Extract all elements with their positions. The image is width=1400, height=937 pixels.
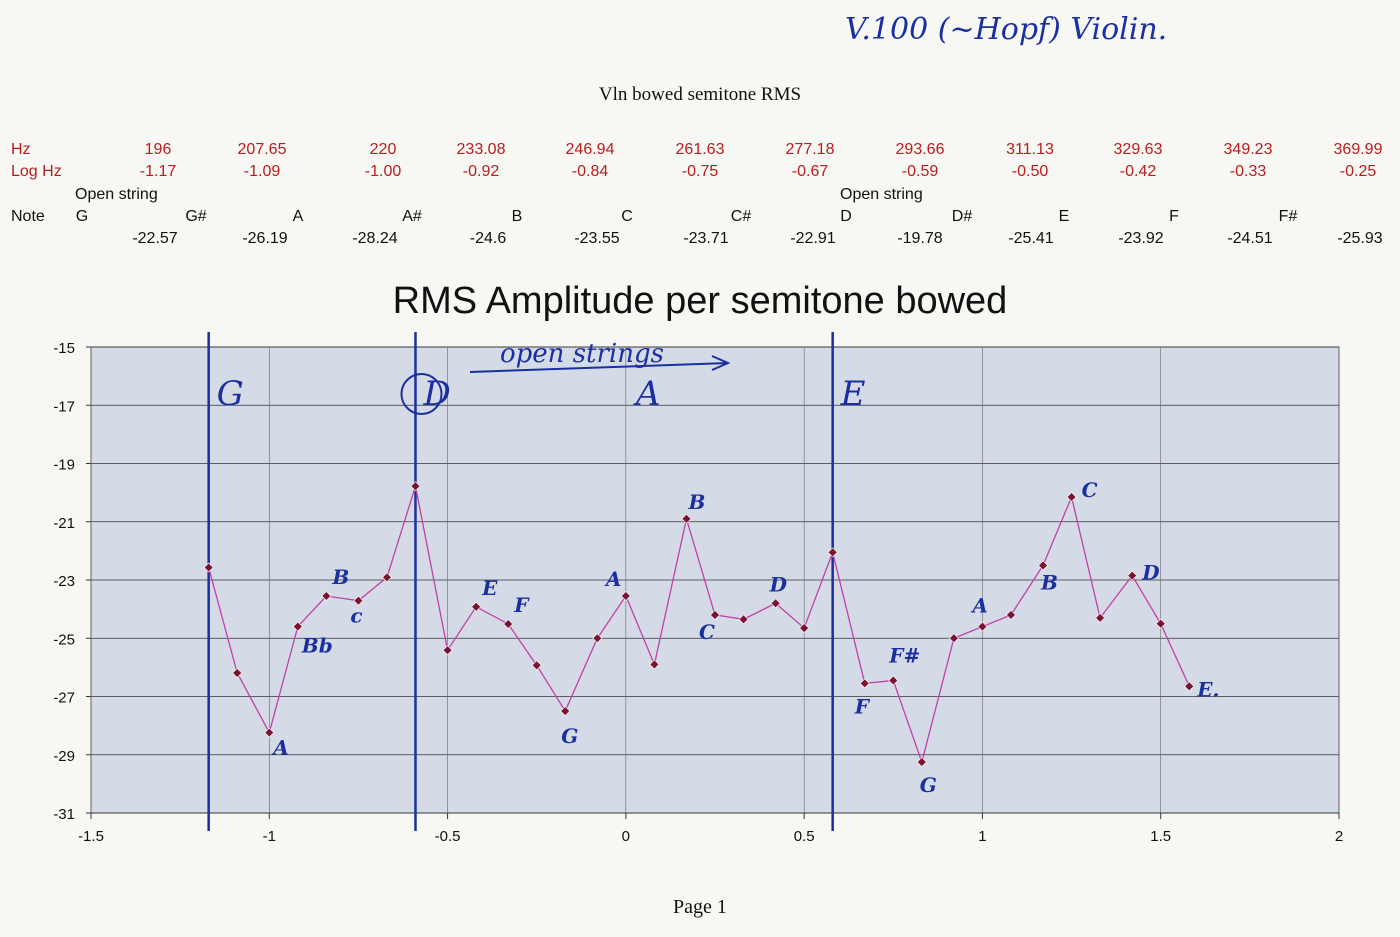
x-tick-label: -1.5 bbox=[78, 828, 104, 845]
x-tick-label: 1 bbox=[978, 828, 986, 845]
x-tick-label: 2 bbox=[1335, 828, 1343, 845]
note-annotation: c bbox=[350, 604, 362, 628]
y-tick-label: -25 bbox=[53, 631, 75, 648]
x-tick-label: 1.5 bbox=[1150, 828, 1171, 845]
y-tick-label: -17 bbox=[53, 398, 75, 415]
open-string-label: E bbox=[840, 374, 866, 414]
note-annotation: G bbox=[920, 773, 937, 797]
y-tick-label: -21 bbox=[53, 515, 75, 532]
x-tick-label: -1 bbox=[263, 828, 276, 845]
x-tick-label: 0.5 bbox=[794, 828, 815, 845]
note-annotation: F# bbox=[888, 643, 920, 667]
note-annotation: C bbox=[699, 620, 715, 644]
note-annotation: F bbox=[854, 694, 871, 718]
x-tick-label: 0 bbox=[622, 828, 630, 845]
open-string-label: A bbox=[633, 374, 661, 414]
note-annotation: G bbox=[561, 724, 578, 748]
note-annotation: E bbox=[481, 576, 498, 600]
note-annotation: A bbox=[604, 567, 622, 591]
y-tick-label: -27 bbox=[53, 690, 75, 707]
y-tick-label: -29 bbox=[53, 748, 75, 765]
note-annotation: B bbox=[331, 565, 349, 589]
note-annotation: E. bbox=[1196, 677, 1219, 701]
note-annotation: Bb bbox=[301, 634, 333, 658]
open-string-label: G bbox=[217, 374, 244, 414]
x-tick-label: -0.5 bbox=[435, 828, 461, 845]
y-tick-label: -23 bbox=[53, 573, 75, 590]
page-footer: Page 1 bbox=[0, 896, 1400, 919]
y-tick-label: -15 bbox=[53, 340, 75, 357]
note-annotation: C bbox=[1082, 478, 1098, 502]
note-annotation: B bbox=[687, 490, 705, 514]
y-tick-label: -19 bbox=[53, 457, 75, 474]
arrow-note: open strings bbox=[500, 339, 664, 369]
note-annotation: D bbox=[1141, 561, 1160, 585]
note-annotation: A bbox=[970, 594, 988, 618]
note-annotation: D bbox=[769, 572, 788, 596]
y-tick-label: -31 bbox=[53, 806, 75, 823]
note-annotation: B bbox=[1040, 570, 1058, 594]
note-annotation: A bbox=[271, 736, 289, 760]
note-annotation: F bbox=[513, 593, 530, 617]
